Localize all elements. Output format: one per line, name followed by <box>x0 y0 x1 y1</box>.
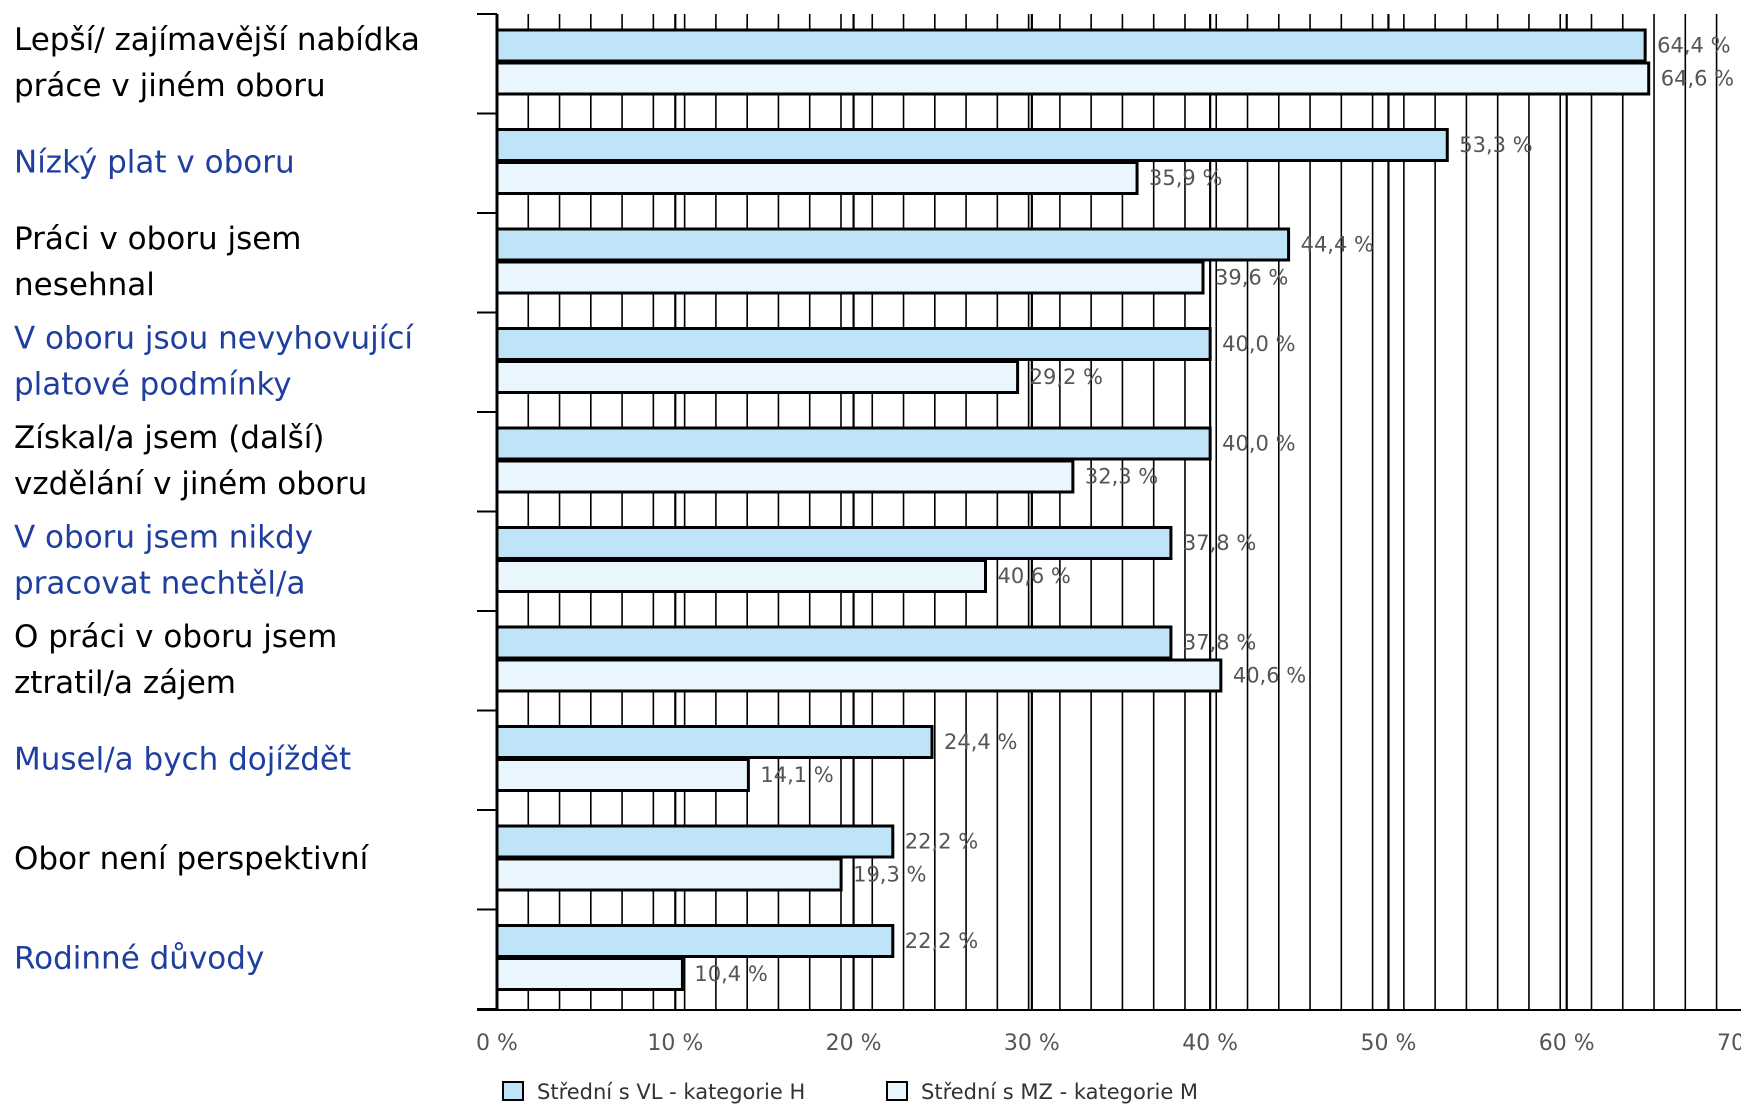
bar <box>495 426 1212 461</box>
bar-value-label: 44,4 % <box>1301 233 1374 257</box>
bar-value-label: 40,6 % <box>998 564 1071 588</box>
bar-value-label: 53,3 % <box>1459 133 1532 157</box>
bar <box>495 658 1223 693</box>
bar <box>495 625 1173 660</box>
category-label: Musel/a bych dojíždět <box>14 742 351 778</box>
legend-label: Střední s VL - kategorie H <box>537 1080 805 1104</box>
x-tick-label: 0 % <box>476 1031 518 1056</box>
bar-value-label: 40,6 % <box>1233 664 1306 688</box>
category-label: vzdělání v jiném oboru <box>14 466 367 502</box>
bar <box>495 227 1291 262</box>
category-label: V oboru jsem nikdy <box>14 520 313 556</box>
bar-value-label: 29,2 % <box>1030 365 1103 389</box>
bar-value-label: 32,3 % <box>1085 465 1158 489</box>
bar-value-label: 10,4 % <box>694 962 767 986</box>
bar-value-label: 37,8 % <box>1183 631 1256 655</box>
bar <box>495 725 934 759</box>
category-label: Získal/a jsem (další) <box>14 420 324 456</box>
bar-value-label: 39,6 % <box>1215 266 1288 290</box>
bar-value-label: 35,9 % <box>1149 166 1222 190</box>
x-tick-label: 70 % <box>1717 1031 1741 1056</box>
bar <box>495 526 1173 560</box>
bar <box>495 924 895 958</box>
legend-swatch <box>886 1081 908 1101</box>
bar-value-label: 22,2 % <box>905 830 978 854</box>
bar-value-label: 40,0 % <box>1222 432 1295 456</box>
x-tick-label: 30 % <box>1004 1031 1060 1056</box>
x-tick-label: 40 % <box>1182 1031 1238 1056</box>
category-label: Rodinné důvody <box>14 941 264 977</box>
bar-value-label: 24,4 % <box>944 730 1017 754</box>
x-tick-label: 60 % <box>1539 1031 1595 1056</box>
bar <box>495 28 1647 63</box>
bar <box>495 559 988 593</box>
category-labels: Lepší/ zajímavější nabídka práce v jiném … <box>14 22 420 977</box>
category-label: práce v jiném oboru <box>14 68 326 104</box>
bar-value-label: 19,3 % <box>853 863 926 887</box>
bar <box>495 128 1449 162</box>
bar-value-label: 37,8 % <box>1183 531 1256 555</box>
bar <box>495 758 750 792</box>
bar <box>495 327 1212 361</box>
bar-series: 64,4 % 53,3 % 44,4 % 40,0 % 40,0 % 37,8 % 37,8… <box>495 28 1734 991</box>
bar-value-label: 64,6 % <box>1661 67 1734 91</box>
category-label: Nízký plat v oboru <box>14 145 295 181</box>
category-label: platové podmínky <box>14 367 292 403</box>
bar-value-label: 40,0 % <box>1222 332 1295 356</box>
bar <box>495 857 843 892</box>
bar <box>495 260 1205 295</box>
category-label: Práci v oboru jsem <box>14 221 302 257</box>
legend-label: Střední s MZ - kategorie M <box>921 1080 1198 1104</box>
category-label: O práci v oboru jsem <box>14 619 337 655</box>
legend-swatch <box>502 1081 524 1101</box>
category-label: Obor není perspektivní <box>14 841 370 877</box>
bar <box>495 824 895 859</box>
category-label: nesehnal <box>14 267 155 303</box>
category-label: pracovat nechtěl/a <box>14 566 305 602</box>
bar <box>495 459 1075 494</box>
bar-value-label: 22,2 % <box>905 929 978 953</box>
bar-value-label: 14,1 % <box>760 763 833 787</box>
bar <box>495 61 1651 96</box>
x-tick-label: 10 % <box>647 1031 703 1056</box>
x-axis: 0 % 10 % 20 % 30 % 40 % 50 % 60 % 70 % <box>476 1031 1741 1056</box>
bar <box>495 161 1139 195</box>
chart-legend: Střední s VL - kategorie H Střední s MZ -… <box>502 1080 1198 1104</box>
bar <box>495 957 684 991</box>
category-label: V oboru jsou nevyhovující <box>14 321 414 357</box>
bar <box>495 360 1020 394</box>
x-tick-label: 50 % <box>1360 1031 1416 1056</box>
bar-value-label: 64,4 % <box>1657 34 1730 58</box>
x-tick-label: 20 % <box>826 1031 882 1056</box>
category-label: ztratil/a zájem <box>14 665 236 701</box>
category-label: Lepší/ zajímavější nabídka <box>14 22 420 58</box>
